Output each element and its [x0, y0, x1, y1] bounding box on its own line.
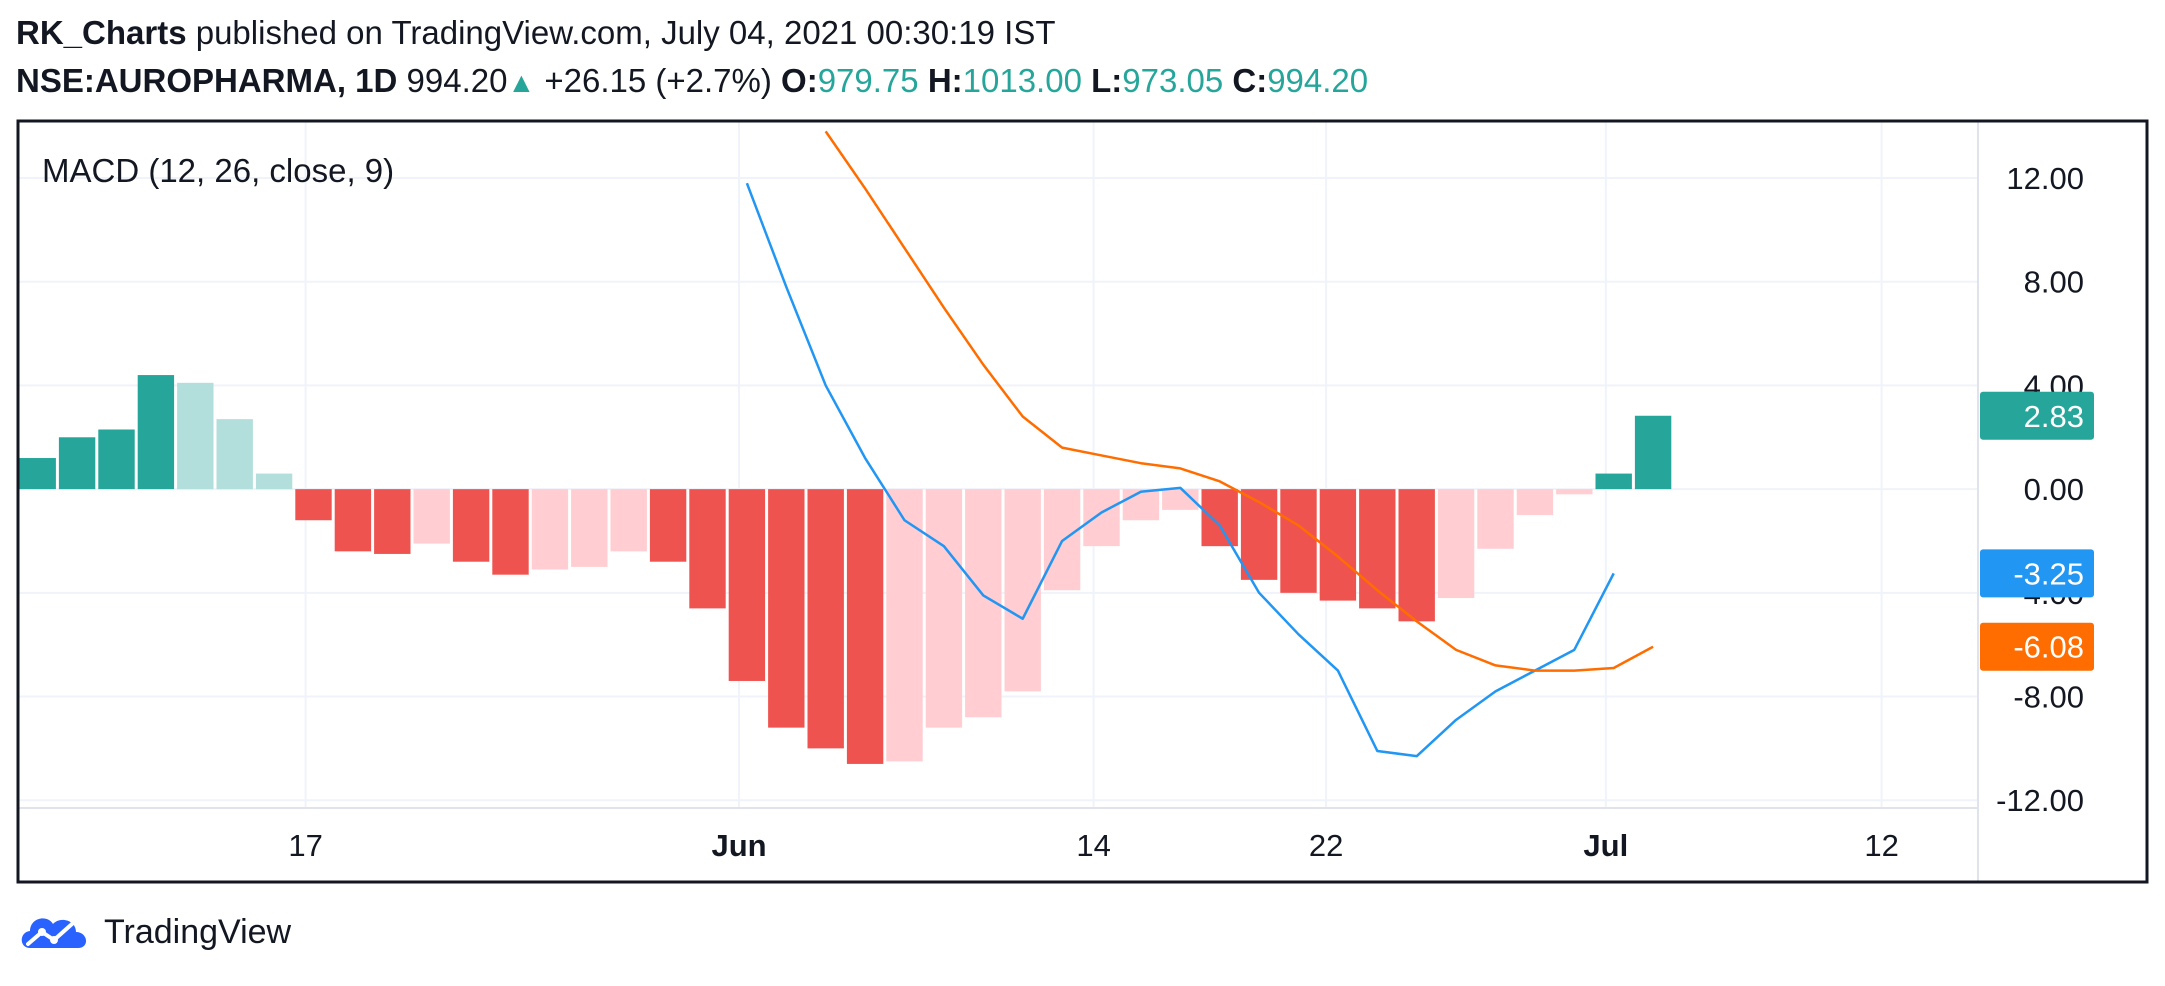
y-tick-label: -8.00 — [2013, 680, 2084, 715]
histogram-bar — [728, 489, 766, 681]
x-tick-label: 14 — [1076, 828, 1110, 863]
histogram-bar — [295, 489, 332, 521]
histogram-value-badge: 2.83 — [2024, 399, 2084, 434]
x-tick-label: Jun — [711, 828, 766, 863]
histogram-bar — [768, 489, 805, 728]
histogram-bar — [1634, 415, 1672, 490]
histogram-bar — [216, 419, 253, 490]
histogram-bar — [1162, 489, 1199, 510]
published-text: published on TradingView.com, July 04, 2… — [195, 14, 1056, 51]
close-value: 994.20 — [1267, 62, 1369, 99]
histogram-value-badge-bg — [1980, 391, 2094, 440]
histogram-bar — [1516, 489, 1554, 516]
histogram-bar — [925, 489, 963, 728]
macd-value-badge: -3.25 — [2013, 556, 2084, 591]
histogram-bar — [1201, 489, 1238, 547]
up-triangle-icon: ▲ — [507, 67, 536, 98]
histogram-bar — [1083, 489, 1120, 547]
histogram-bar — [98, 429, 135, 490]
high-value: 1013.00 — [962, 62, 1082, 99]
low-value: 973.05 — [1122, 62, 1224, 99]
histogram-bar — [1319, 489, 1357, 601]
histogram-bar — [689, 489, 726, 609]
symbol-line: NSE:AUROPHARMA, 1D 994.20▲ +26.15 (+2.7%… — [16, 61, 1368, 103]
y-tick-label: -12.00 — [1996, 783, 2084, 818]
tradingview-cloud-logo-icon — [21, 918, 87, 948]
histogram-bar — [1004, 489, 1041, 692]
histogram-bar — [334, 489, 372, 552]
open-value: 979.75 — [817, 62, 919, 99]
signal-line — [824, 130, 1654, 672]
symbol: NSE:AUROPHARMA, 1D — [16, 62, 398, 99]
tradingview-brand: TradingView — [104, 912, 292, 951]
signal-value-badge-bg — [1980, 622, 2094, 671]
histogram-bar — [19, 458, 56, 490]
histogram-bar — [1477, 489, 1514, 549]
histogram-bar — [886, 489, 923, 762]
histogram-bar — [374, 489, 411, 554]
last-price: 994.20 — [406, 62, 508, 99]
histogram-bar — [255, 473, 293, 490]
histogram-bar — [571, 489, 608, 567]
histogram-bar — [177, 382, 214, 490]
macd-value-badge-bg — [1980, 549, 2094, 598]
histogram-bar — [452, 489, 490, 562]
publish-line: RK_Charts published on TradingView.com, … — [16, 13, 1056, 53]
histogram-bar — [413, 489, 450, 544]
x-tick-label: 22 — [1309, 828, 1343, 863]
price-change: +26.15 (+2.7%) — [544, 62, 772, 99]
close-label: C: — [1232, 62, 1268, 99]
histogram-bar — [1280, 489, 1317, 593]
high-label: H: — [927, 62, 963, 99]
histogram-bar — [846, 489, 884, 764]
x-tick-label: 12 — [1864, 828, 1898, 863]
histogram-bar — [649, 489, 687, 562]
histogram-bar — [1122, 489, 1160, 521]
tradingview-footer: TradingView — [16, 908, 291, 956]
histogram-bar — [137, 375, 175, 490]
histogram-bar — [1398, 489, 1435, 622]
y-tick-label: 12.00 — [2006, 161, 2084, 196]
chart-frame — [16, 119, 2149, 884]
indicator-title: MACD (12, 26, close, 9) — [42, 152, 394, 189]
open-label: O: — [781, 62, 818, 99]
histogram-bar — [807, 489, 844, 749]
histogram-bar — [58, 437, 96, 490]
author-name: RK_Charts — [16, 14, 187, 51]
y-tick-label: 8.00 — [2024, 265, 2084, 300]
signal-value-badge: -6.08 — [2013, 630, 2084, 665]
x-tick-label: Jul — [1583, 828, 1628, 863]
histogram-bar — [610, 489, 647, 552]
histogram-bar — [1240, 489, 1278, 580]
macd-line — [745, 182, 1615, 758]
histogram-bar — [1359, 489, 1396, 609]
y-tick-label: 0.00 — [2024, 472, 2084, 507]
x-tick-label: 17 — [288, 828, 322, 863]
histogram-bar — [531, 489, 569, 570]
low-label: L: — [1091, 62, 1123, 99]
histogram-bar — [492, 489, 529, 575]
histogram-bar — [1595, 473, 1632, 490]
histogram-bar — [1437, 489, 1475, 599]
histogram-bar — [1556, 489, 1593, 495]
